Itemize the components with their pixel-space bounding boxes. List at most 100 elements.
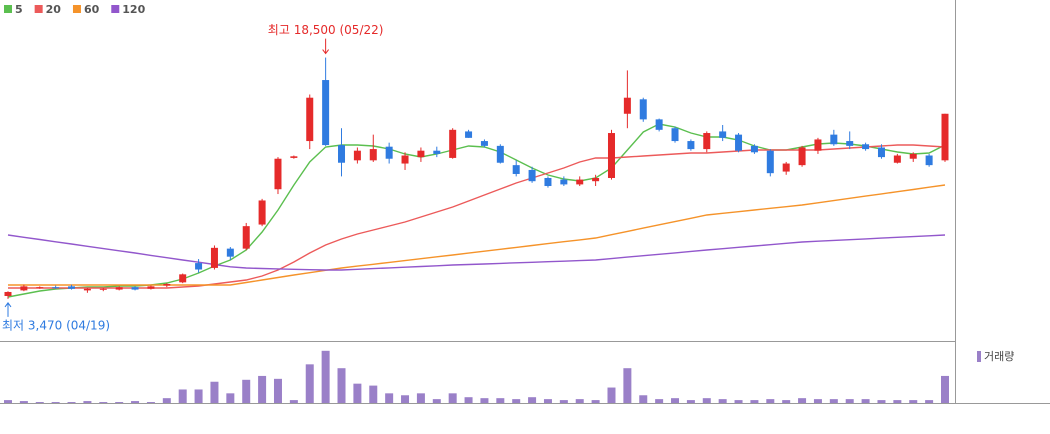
candle-body [750, 145, 758, 153]
legend-label: 5 [15, 3, 23, 16]
candle-body [210, 247, 218, 268]
candle-body [623, 97, 631, 114]
candle-body [36, 287, 44, 289]
candle-body [4, 291, 12, 297]
candle-body [576, 179, 584, 185]
volume-bar [623, 368, 632, 403]
candle-body [528, 169, 536, 182]
candle-body [147, 286, 155, 289]
candle-body [226, 248, 234, 257]
volume-bar [480, 398, 489, 403]
volume-bar [655, 399, 664, 403]
candle-body [814, 139, 822, 151]
candle-body [385, 146, 393, 159]
volume-bar [877, 400, 886, 403]
volume-bar [941, 375, 949, 403]
volume-bar [575, 399, 584, 403]
volume-bar [718, 399, 727, 403]
labels: 최고 18,500 (05/22) 최저 3,470 (04/19) [2, 23, 383, 332]
volume-bar [305, 364, 314, 403]
candle-body [258, 200, 266, 225]
legend-label: 60 [84, 3, 100, 16]
legend-label: 120 [122, 3, 145, 16]
volume-bar [512, 399, 521, 403]
legend-swatch [72, 5, 81, 13]
candle-body [306, 97, 314, 142]
volume-bar [226, 393, 235, 403]
candle-body [607, 133, 615, 178]
candle-body [99, 288, 107, 290]
candle-body [179, 274, 187, 283]
volume-bar [242, 379, 251, 403]
legend: 거래량 5 20 60 120 [4, 3, 1014, 363]
candle-body [766, 150, 774, 174]
volume-bar [416, 393, 425, 403]
volume-bar [671, 398, 680, 403]
candle-body [639, 99, 647, 120]
volume-bar [321, 350, 330, 403]
volume-bar [115, 402, 124, 403]
candle-body [83, 288, 91, 291]
volume-bar [559, 400, 568, 403]
volume-bar [925, 400, 934, 403]
volume-bar [273, 378, 282, 403]
candle-body [52, 287, 60, 289]
candle-body [274, 158, 282, 190]
volume-bar [734, 400, 743, 403]
candle-body [655, 119, 663, 130]
candle-body [719, 131, 727, 138]
candle-body [496, 145, 504, 163]
candle-body [401, 155, 409, 164]
candle-body [449, 129, 457, 158]
low-arrow [4, 302, 12, 317]
candle-body [131, 287, 139, 290]
candle-body [433, 150, 441, 154]
volume-bar [829, 399, 838, 403]
candle-body [322, 80, 330, 146]
legend-swatch [111, 5, 120, 13]
low-note: 최저 3,470 (04/19) [2, 318, 110, 332]
ma-line [8, 144, 946, 289]
volume-bar [35, 402, 44, 403]
candle-body [735, 134, 743, 151]
volume-bar [194, 389, 203, 403]
candle-body [687, 141, 695, 150]
volume-bar [369, 385, 378, 403]
volume-bar [591, 400, 600, 403]
ma-line [7, 234, 946, 271]
candle-body [115, 287, 123, 290]
volume-bar [702, 398, 711, 403]
volume-bar [99, 402, 108, 403]
candle-body [703, 133, 711, 150]
volume-bar [146, 402, 155, 403]
volume-bar [67, 402, 76, 403]
volume-bar [464, 397, 473, 403]
candle-body [671, 128, 679, 142]
volume-bar [528, 397, 537, 403]
volume-bar [162, 398, 171, 403]
volume-bar [289, 400, 298, 403]
candle-body [846, 141, 854, 146]
volume-bar [893, 400, 902, 403]
candle-body [909, 153, 917, 159]
candle-body [560, 179, 568, 185]
candle-body [369, 149, 377, 161]
volume-bar [909, 400, 918, 403]
candle-body [338, 145, 346, 163]
candle-body [195, 263, 203, 270]
volume-legend-label: 거래량 [984, 350, 1014, 363]
volume-bar [51, 402, 60, 403]
candle-body [417, 150, 425, 158]
volume-bar [210, 381, 219, 403]
candle-body [512, 165, 520, 174]
volume-bar [178, 389, 187, 403]
volume-panel [4, 350, 949, 403]
candle-body [782, 163, 790, 172]
candle-body [862, 144, 870, 150]
legend-swatch [4, 5, 12, 13]
volume-bar [766, 399, 775, 403]
volume-bar [782, 400, 791, 403]
candle-body [242, 226, 250, 249]
volume-bar [813, 399, 822, 403]
